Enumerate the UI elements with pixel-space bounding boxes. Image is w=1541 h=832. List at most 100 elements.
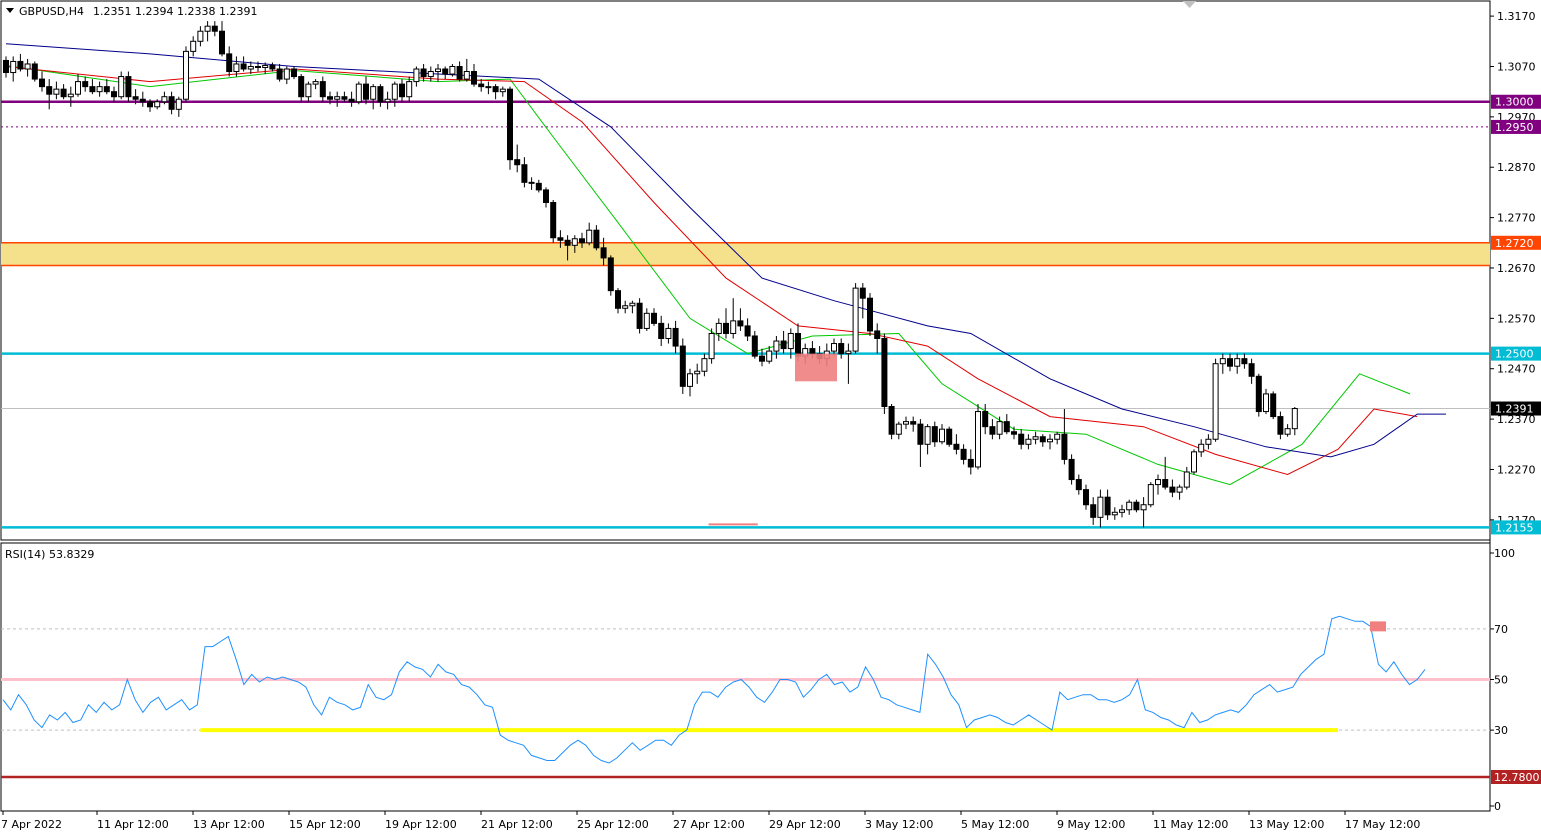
- candle[interactable]: [125, 71, 132, 102]
- candle[interactable]: [485, 81, 492, 95]
- candle[interactable]: [859, 283, 866, 319]
- candle[interactable]: [17, 53, 24, 72]
- candle[interactable]: [175, 96, 182, 117]
- candle[interactable]: [1104, 489, 1111, 520]
- candle[interactable]: [881, 333, 888, 415]
- candle[interactable]: [10, 56, 17, 82]
- candle[interactable]: [291, 66, 297, 80]
- candle[interactable]: [1169, 479, 1176, 498]
- candle[interactable]: [370, 84, 377, 110]
- candle[interactable]: [391, 81, 398, 107]
- candle[interactable]: [341, 91, 348, 102]
- candle[interactable]: [262, 62, 269, 75]
- dropdown-triangle-icon[interactable]: [6, 8, 14, 13]
- candle[interactable]: [1248, 358, 1255, 384]
- candle[interactable]: [744, 318, 751, 342]
- candle[interactable]: [687, 368, 693, 397]
- candle[interactable]: [694, 363, 701, 384]
- candle[interactable]: [831, 338, 837, 357]
- candle[interactable]: [1032, 431, 1039, 445]
- candle[interactable]: [564, 235, 571, 261]
- candle[interactable]: [449, 63, 456, 77]
- candle[interactable]: [679, 338, 686, 394]
- candle[interactable]: [910, 416, 917, 432]
- candle[interactable]: [1068, 454, 1075, 485]
- candle[interactable]: [715, 318, 722, 342]
- candle[interactable]: [60, 84, 67, 100]
- candle[interactable]: [1075, 474, 1082, 495]
- candle[interactable]: [3, 56, 9, 78]
- candle[interactable]: [651, 308, 657, 326]
- candle[interactable]: [276, 63, 283, 82]
- candle[interactable]: [348, 91, 355, 107]
- candle[interactable]: [607, 255, 614, 296]
- candles-layer[interactable]: [3, 21, 1298, 528]
- candle[interactable]: [327, 91, 333, 105]
- candle[interactable]: [1291, 407, 1298, 436]
- candle[interactable]: [845, 343, 852, 384]
- candle[interactable]: [1212, 358, 1219, 442]
- candle[interactable]: [730, 298, 737, 339]
- candle[interactable]: [751, 330, 758, 359]
- candle[interactable]: [161, 91, 168, 105]
- candle[interactable]: [377, 84, 384, 107]
- candle[interactable]: [557, 230, 564, 248]
- candle[interactable]: [197, 26, 204, 47]
- candle[interactable]: [636, 298, 643, 334]
- candle[interactable]: [456, 61, 463, 82]
- candle[interactable]: [211, 21, 218, 37]
- candle[interactable]: [1140, 497, 1147, 528]
- candle[interactable]: [219, 21, 225, 57]
- candle[interactable]: [888, 403, 895, 440]
- candle[interactable]: [1227, 353, 1233, 372]
- candle[interactable]: [708, 328, 715, 364]
- candle[interactable]: [1284, 424, 1291, 437]
- candle[interactable]: [593, 225, 600, 251]
- candle[interactable]: [586, 222, 593, 246]
- candle[interactable]: [895, 421, 902, 440]
- candle[interactable]: [975, 403, 981, 470]
- candle[interactable]: [1263, 388, 1269, 415]
- candle[interactable]: [1205, 434, 1212, 450]
- candle[interactable]: [1061, 409, 1068, 465]
- candle[interactable]: [917, 419, 924, 467]
- candle[interactable]: [960, 444, 967, 465]
- candle[interactable]: [838, 338, 845, 359]
- candle[interactable]: [363, 76, 369, 105]
- candle[interactable]: [334, 91, 341, 107]
- candle[interactable]: [168, 91, 175, 115]
- candle[interactable]: [190, 36, 197, 57]
- candle[interactable]: [427, 66, 434, 82]
- candle[interactable]: [723, 308, 729, 339]
- candle[interactable]: [111, 86, 117, 102]
- candle[interactable]: [1047, 434, 1053, 450]
- candle[interactable]: [535, 179, 542, 193]
- candle[interactable]: [622, 300, 629, 314]
- candle[interactable]: [1162, 456, 1169, 490]
- candle[interactable]: [1191, 449, 1197, 475]
- candle[interactable]: [442, 66, 449, 80]
- candle[interactable]: [82, 76, 89, 92]
- candle[interactable]: [658, 315, 665, 347]
- candle[interactable]: [298, 74, 305, 102]
- candle[interactable]: [384, 91, 391, 110]
- candle[interactable]: [1011, 426, 1017, 440]
- candle[interactable]: [53, 81, 60, 100]
- candle[interactable]: [103, 79, 110, 95]
- candle[interactable]: [463, 58, 470, 82]
- chart-shift-marker-icon[interactable]: [1183, 1, 1196, 8]
- candle[interactable]: [989, 419, 996, 440]
- candle[interactable]: [240, 56, 247, 72]
- candle[interactable]: [1018, 429, 1025, 450]
- candle[interactable]: [787, 328, 794, 359]
- candle[interactable]: [939, 424, 945, 445]
- candle[interactable]: [550, 199, 557, 243]
- candle[interactable]: [665, 323, 672, 344]
- candle[interactable]: [1133, 499, 1140, 513]
- candle[interactable]: [46, 79, 53, 110]
- candle[interactable]: [355, 81, 362, 105]
- candle[interactable]: [1083, 484, 1089, 510]
- candle[interactable]: [89, 79, 96, 95]
- candle[interactable]: [600, 237, 607, 266]
- candle[interactable]: [204, 21, 211, 42]
